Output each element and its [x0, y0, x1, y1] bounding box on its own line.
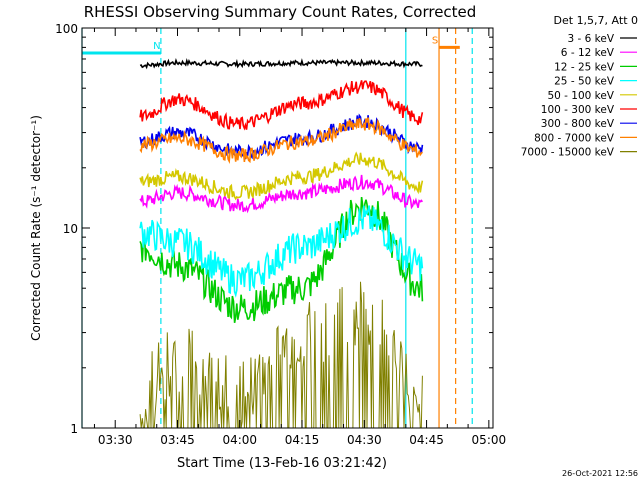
y-tick-label: 1	[70, 422, 78, 436]
legend-entry-label: 300 - 800 keV	[541, 118, 615, 130]
series-line	[139, 58, 423, 70]
series-group	[139, 58, 424, 429]
legend-entry-label: 7000 - 15000 keV	[521, 147, 615, 159]
axes: 03:30 03:45 04:00 04:15 04:30 04:45 05:00 1 10 10…	[55, 22, 506, 447]
legend-entry-label: 12 - 25 keV	[554, 61, 615, 73]
marker-label: S	[432, 35, 438, 46]
y-tick-label: 100	[55, 22, 78, 36]
series-line	[139, 113, 424, 160]
legend-entry-label: 800 - 7000 keV	[534, 132, 615, 144]
legend-entry-label: 6 - 12 keV	[561, 47, 615, 59]
series-line	[139, 174, 424, 214]
x-tick-label: 03:30	[98, 433, 133, 447]
x-tick-label: 04:45	[409, 433, 444, 447]
chart-title: RHESSI Observing Summary Count Rates, Co…	[84, 3, 477, 21]
legend-header: Det 1,5,7, Att 0	[554, 14, 638, 27]
x-axis-label: Start Time (13-Feb-16 03:21:42)	[177, 456, 387, 471]
series-line	[139, 117, 424, 165]
timestamp: 26-Oct-2021 12:56	[562, 469, 638, 478]
legend-entry-label: 25 - 50 keV	[554, 76, 615, 88]
legend: 3 - 6 keV 6 - 12 keV 12 - 25 keV 25 - 50 ke…	[521, 33, 637, 159]
x-tick-label: 03:45	[160, 433, 195, 447]
marker-label: N	[153, 41, 160, 52]
x-tick-label: 04:00	[222, 433, 257, 447]
y-axis-label: Corrected Count Rate (s⁻¹ detector⁻¹)	[29, 115, 43, 341]
y-tick-label: 10	[63, 222, 78, 236]
x-tick-label: 05:00	[472, 433, 507, 447]
legend-entry-label: 50 - 100 keV	[547, 90, 614, 102]
x-tick-label: 04:15	[285, 433, 320, 447]
x-tick-label: 04:30	[347, 433, 382, 447]
legend-entry-label: 100 - 300 keV	[541, 104, 615, 116]
series-line	[139, 151, 424, 201]
legend-entry-label: 3 - 6 keV	[567, 33, 614, 45]
series-line	[139, 205, 424, 298]
series-line	[139, 80, 424, 131]
